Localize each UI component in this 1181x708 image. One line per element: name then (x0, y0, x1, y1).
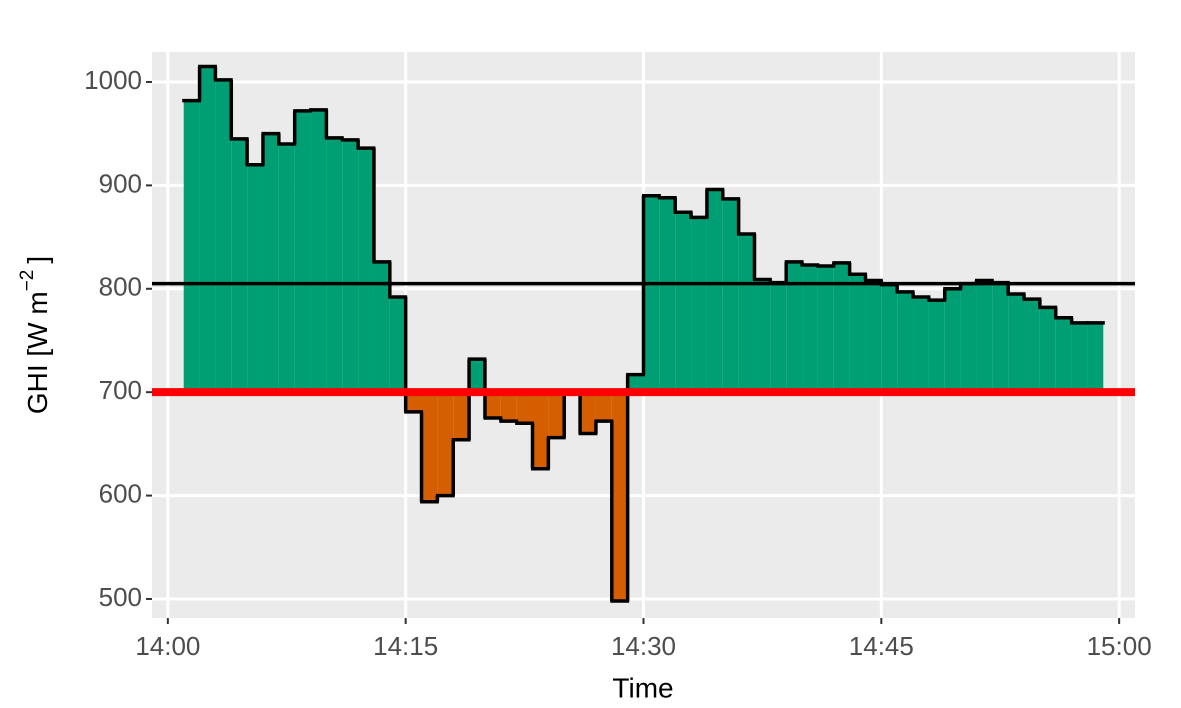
step-area (675, 212, 692, 393)
step-area (722, 198, 739, 393)
step-area (992, 282, 1009, 393)
step-area (770, 282, 787, 393)
step-area (548, 392, 565, 438)
step-area (944, 288, 961, 393)
step-area (183, 100, 200, 393)
step-area (913, 297, 929, 393)
step-area (469, 359, 485, 393)
step-area (437, 392, 454, 496)
y-tick-label: 500 (99, 582, 142, 612)
y-tick-label: 1000 (84, 65, 142, 95)
step-area (262, 133, 279, 393)
step-area (786, 261, 803, 393)
step-area (865, 280, 882, 393)
axes: 500 600 700 800 900 1000 14:00 14:15 14:30 14:45 1… (84, 65, 1152, 661)
x-axis-title: Time (612, 672, 673, 703)
y-tick-label: 700 (99, 375, 142, 405)
step-area (897, 291, 914, 393)
step-area (389, 297, 406, 393)
step-area (310, 109, 327, 393)
step-area (802, 264, 818, 393)
x-tick-label: 14:00 (135, 631, 200, 661)
step-area (580, 392, 596, 434)
marks (152, 64, 1135, 603)
x-tick-label: 14:45 (849, 631, 914, 661)
step-area (1087, 322, 1104, 393)
step-area (928, 300, 945, 393)
step-area (405, 392, 422, 412)
y-tick-label: 900 (99, 168, 142, 198)
step-area (358, 148, 374, 393)
y-axis-title: GHI [W m−2] (17, 256, 53, 414)
y-tick-label: 600 (99, 478, 142, 508)
step-area (706, 189, 723, 393)
step-area (453, 392, 470, 440)
step-area (342, 139, 359, 393)
x-tick-label: 14:30 (611, 631, 676, 661)
step-area (738, 233, 755, 393)
step-area (754, 279, 771, 393)
step-area (627, 374, 644, 393)
step-area (500, 392, 517, 422)
step-area (960, 283, 977, 393)
step-area (278, 144, 295, 393)
step-area (484, 392, 501, 419)
step-area (1008, 293, 1025, 393)
step-area (199, 66, 216, 393)
x-tick-label: 15:00 (1087, 631, 1152, 661)
step-area (659, 197, 676, 393)
step-area (294, 110, 311, 393)
step-area (643, 195, 660, 393)
step-area (247, 164, 263, 393)
step-area (326, 137, 343, 393)
step-area (532, 392, 549, 469)
step-area (1024, 299, 1040, 393)
step-area (849, 274, 866, 393)
step-area (373, 261, 390, 393)
step-area (833, 262, 850, 393)
y-axis-title-end: ] (22, 256, 53, 264)
step-area (1039, 307, 1056, 393)
x-tick-label: 14:15 (373, 631, 438, 661)
y-axis-title-sup: −2 (17, 270, 38, 292)
y-tick-label: 800 (99, 272, 142, 302)
step-area (1055, 317, 1072, 393)
step-area (421, 392, 438, 502)
step-area (516, 392, 533, 424)
step-area (611, 392, 628, 602)
step-area (595, 392, 612, 422)
step-area (231, 138, 248, 393)
step-area (691, 217, 707, 393)
step-area (1071, 322, 1088, 393)
step-area (817, 266, 834, 393)
step-area (881, 284, 898, 393)
step-area (215, 79, 232, 393)
y-axis-title-main: GHI [W m (22, 291, 53, 414)
step-area (976, 280, 993, 393)
